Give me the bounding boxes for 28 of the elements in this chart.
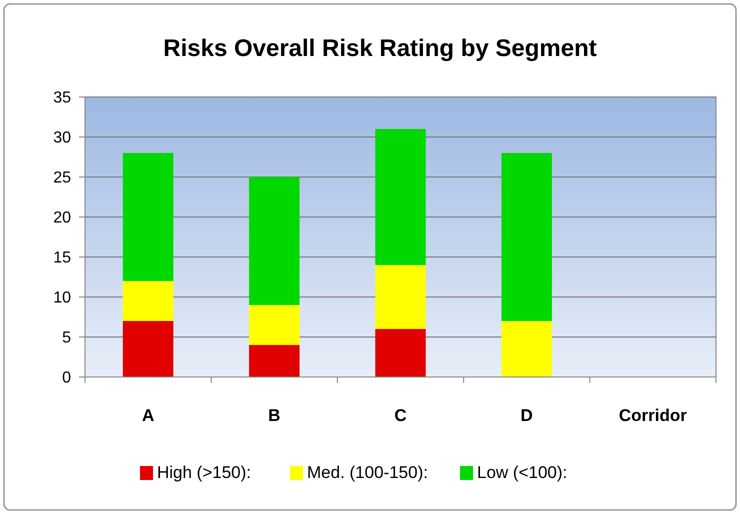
y-tick-label: 25 <box>53 170 72 187</box>
y-tick-label: 20 <box>53 210 72 227</box>
x-tick-label: Corridor <box>618 406 688 425</box>
bar <box>122 281 174 321</box>
y-tick-label: 30 <box>53 130 72 147</box>
bar <box>375 129 426 265</box>
x-tick-label: D <box>520 406 533 425</box>
x-tick-label: C <box>394 406 407 425</box>
bar <box>375 329 426 377</box>
bar <box>375 265 426 329</box>
bar <box>501 153 552 321</box>
legend-label: Med. (100-150): <box>307 463 428 482</box>
bar <box>249 345 300 377</box>
bar <box>122 153 174 281</box>
bar <box>501 321 552 377</box>
legend-label: High (>150): <box>157 463 252 482</box>
chart-title: Risks Overall Risk Rating by Segment <box>163 35 597 62</box>
legend-label: Low (<100): <box>477 463 568 482</box>
x-tick-label: A <box>142 406 154 425</box>
y-tick-label: 10 <box>53 290 72 307</box>
y-tick-label: 35 <box>53 90 72 107</box>
bar <box>249 177 300 305</box>
x-tick-label: B <box>268 406 280 425</box>
bar <box>249 305 300 345</box>
y-tick-label: 5 <box>62 330 72 347</box>
y-tick-label: 0 <box>62 370 72 387</box>
y-tick-label: 15 <box>53 250 72 267</box>
bar <box>122 321 174 377</box>
